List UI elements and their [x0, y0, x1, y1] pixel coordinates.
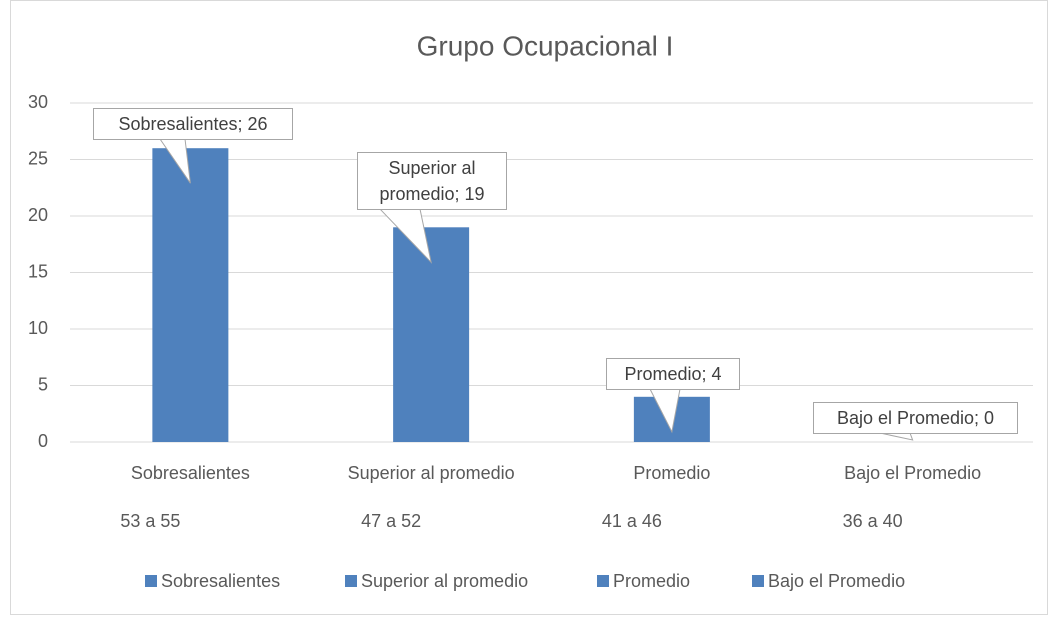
- x-range-label: 36 a 40: [843, 511, 903, 531]
- data-label: Sobresalientes; 26: [93, 108, 293, 140]
- y-tick-label: 5: [38, 374, 48, 394]
- y-tick-label: 25: [28, 148, 48, 168]
- legend-swatch: [145, 575, 157, 587]
- y-tick-label: 20: [28, 205, 48, 225]
- chart-title: Grupo Ocupacional I: [417, 30, 674, 61]
- x-tick-label: Bajo el Promedio: [844, 463, 981, 483]
- data-label: Promedio; 4: [606, 358, 740, 390]
- y-tick-label: 10: [28, 318, 48, 338]
- x-tick-label: Promedio: [633, 463, 710, 483]
- data-label: Superior al promedio; 19: [357, 152, 507, 210]
- y-tick-label: 30: [28, 92, 48, 112]
- y-tick-label: 15: [28, 261, 48, 281]
- legend-swatch: [345, 575, 357, 587]
- data-label: Bajo el Promedio; 0: [813, 402, 1018, 434]
- legend-swatch: [597, 575, 609, 587]
- legend-label: Bajo el Promedio: [768, 571, 905, 591]
- bar: [393, 227, 470, 442]
- legend-label: Sobresalientes: [161, 571, 280, 591]
- legend-label: Promedio: [613, 571, 690, 591]
- bar: [152, 148, 229, 442]
- y-tick-label: 0: [38, 431, 48, 451]
- legend-label: Superior al promedio: [361, 571, 528, 591]
- x-tick-label: Superior al promedio: [348, 463, 515, 483]
- x-tick-label: Sobresalientes: [131, 463, 250, 483]
- legend-swatch: [752, 575, 764, 587]
- x-range-label: 41 a 46: [602, 511, 662, 531]
- x-range-label: 47 a 52: [361, 511, 421, 531]
- x-range-label: 53 a 55: [120, 511, 180, 531]
